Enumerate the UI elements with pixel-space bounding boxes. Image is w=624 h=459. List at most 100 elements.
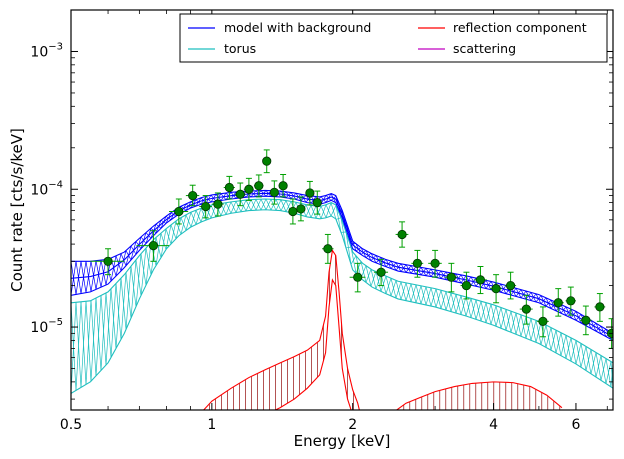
torus-band-hatch-line	[380, 276, 387, 292]
reflection-band-2-hatch	[397, 381, 561, 410]
torus-band-hatch-line	[470, 299, 477, 318]
torus-band-hatch-line	[110, 283, 117, 358]
legend-label-model: model with background	[224, 20, 371, 35]
data-point	[460, 271, 473, 300]
torus-band-hatch-line	[495, 307, 502, 327]
data-point	[169, 198, 189, 225]
data-marker	[491, 284, 501, 294]
torus-band-hatch-line	[575, 343, 582, 365]
torus-band-hatch-line	[80, 301, 87, 388]
axis-ticks: 0.5 1 2 4 6 10−5 10−4 10−3	[30, 9, 613, 433]
data-point	[243, 177, 254, 201]
plot-area	[71, 149, 613, 410]
data-marker	[296, 204, 306, 214]
data-point	[473, 266, 487, 295]
torus-band-hatch-line	[225, 201, 232, 215]
data-point	[296, 196, 306, 222]
torus-band-hatch-line	[480, 302, 487, 322]
torus-band-hatch-line	[505, 311, 512, 331]
torus-band-hatch-line	[420, 286, 427, 304]
torus-band-hatch-line	[175, 217, 182, 239]
torus-band-hatch-line	[605, 361, 612, 384]
torus-band-hatch-line	[115, 278, 122, 349]
torus-band-hatch-line	[425, 287, 432, 306]
torus-band-hatch-line	[410, 284, 417, 302]
torus-band-hatch-line	[240, 199, 247, 212]
torus-band-hatch-line	[585, 349, 592, 371]
torus-band-hatch-line	[565, 337, 572, 359]
torus-band-hatch-line	[170, 220, 177, 245]
torus-band-hatch-line	[245, 199, 252, 212]
torus-band-hatch-line	[445, 292, 452, 311]
torus-band-hatch-line	[140, 248, 147, 296]
reflection-band-2-upper-line	[395, 381, 563, 410]
reflection-band-1-hatch	[209, 255, 354, 410]
torus-band-hatch-line	[345, 231, 352, 265]
y-tick-label: 10−4	[30, 179, 63, 198]
reflection-band-1-upper-line	[202, 248, 360, 410]
data-marker	[224, 182, 234, 193]
torus-band-hatch-line	[285, 201, 292, 212]
data-point	[253, 174, 264, 198]
torus-band-hatch-line	[325, 202, 332, 218]
legend-label-reflection: reflection component	[453, 20, 587, 35]
x-tick-label: 4	[489, 417, 498, 433]
data-point	[234, 182, 246, 207]
data-marker	[461, 280, 472, 291]
data-marker	[235, 189, 245, 199]
model-band-hatch-line	[110, 255, 117, 282]
legend: model with background torus reflection c…	[179, 13, 608, 63]
torus-band-hatch-line	[130, 259, 137, 319]
torus-band-hatch-line	[490, 305, 497, 325]
data-marker	[553, 298, 563, 308]
data-marker	[188, 190, 198, 201]
torus-band-hatch-line	[305, 205, 312, 217]
torus-band-hatch-line	[525, 318, 532, 339]
torus-band-hatch-line	[550, 330, 557, 351]
x-tick-label: 2	[348, 417, 357, 433]
torus-band-hatch-line	[255, 199, 262, 211]
torus-band-hatch-line	[460, 296, 467, 315]
torus-band-hatch-line	[400, 282, 407, 300]
torus-band-hatch-line	[535, 322, 542, 343]
data-point	[445, 262, 458, 293]
torus-band-hatch-line	[75, 301, 82, 391]
torus-band-hatch-line	[455, 295, 462, 314]
torus-band-hatch-line	[515, 314, 522, 335]
torus-band-hatch-line	[160, 228, 167, 258]
torus-band-hatch-line	[125, 266, 132, 330]
torus-band-lower-line	[71, 209, 613, 394]
torus-band-hatch-line	[595, 355, 602, 378]
torus-band-hatch-line	[405, 283, 412, 301]
torus-band-hatch-line	[320, 204, 327, 219]
legend-box	[179, 13, 608, 63]
model-center-line	[71, 192, 613, 338]
torus-band-hatch-line	[120, 272, 127, 340]
x-axis-label: Energy [keV]	[294, 432, 391, 450]
data-point	[322, 233, 334, 264]
data-marker	[288, 206, 298, 217]
torus-band-hatch-line	[435, 290, 442, 308]
torus-band-hatch-line	[340, 217, 347, 248]
torus-band-hatch-line	[430, 288, 437, 307]
data-point	[136, 230, 170, 262]
data-marker	[103, 256, 113, 266]
torus-band-hatch-line	[260, 198, 267, 211]
torus-band-hatch-line	[570, 340, 577, 362]
torus-band-hatch-line	[545, 327, 552, 348]
data-marker	[538, 316, 548, 326]
data-point	[519, 294, 533, 325]
torus-band-hatch-line	[520, 316, 527, 337]
torus-band-hatch-line	[280, 200, 287, 211]
data-marker	[446, 272, 456, 282]
torus-band-hatch-line	[265, 199, 272, 210]
torus-band-hatch	[71, 198, 613, 394]
data-point	[395, 221, 409, 248]
data-point	[489, 274, 503, 304]
torus-band-hatch-line	[180, 214, 187, 235]
data-marker	[174, 206, 184, 217]
data-marker	[430, 258, 440, 268]
torus-band-hatch-line	[560, 335, 567, 356]
data-point	[305, 180, 315, 206]
